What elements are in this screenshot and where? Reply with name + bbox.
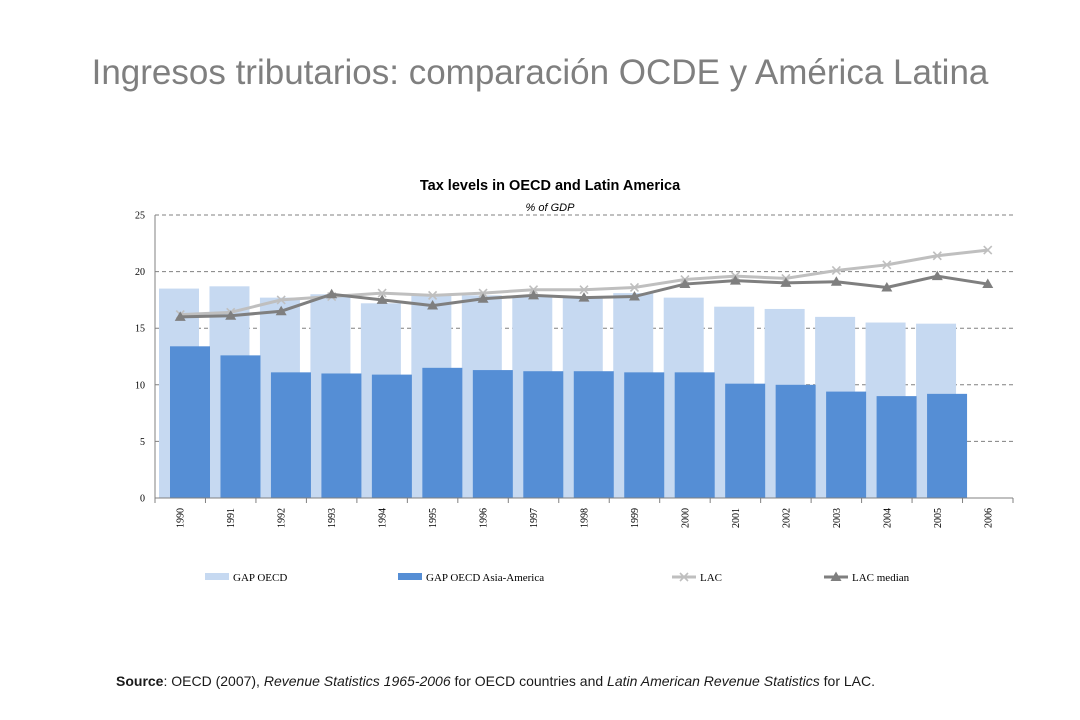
bar-gap-asia-america-1998 — [573, 371, 614, 498]
source-publication-2: Latin American Revenue Statistics — [607, 673, 820, 689]
point-lac-2005 — [932, 251, 942, 261]
bar-gap-asia-america-1992 — [270, 372, 311, 498]
x-tick-label-2005: 2005 — [933, 508, 944, 528]
axes: 0 5 10 15 20 25 1990 1991 1992 1993 1994 1995 1996 19… — [135, 211, 1014, 528]
x-tick-label-1990: 1990 — [176, 508, 187, 528]
bar-gap-asia-america-2005 — [927, 393, 968, 498]
bar-gap-asia-america-1995 — [422, 367, 463, 498]
point-lac-median-1997 — [528, 289, 540, 300]
x-tick-label-1992: 1992 — [277, 508, 288, 528]
point-lac-median-2005 — [931, 270, 943, 281]
bar-gap-asia-america-1991 — [220, 355, 261, 498]
source-label: Source — [116, 673, 164, 689]
x-tick-label-1996: 1996 — [479, 508, 490, 528]
x-tick-label-1997: 1997 — [529, 508, 540, 528]
source-text-1: : OECD (2007), — [163, 673, 264, 689]
point-lac-1994 — [377, 288, 387, 298]
bar-gap-asia-america-1993 — [321, 373, 362, 498]
point-lac-median-1996 — [477, 293, 489, 303]
x-tick-label-1994: 1994 — [378, 508, 389, 528]
x-tick-label-2000: 2000 — [680, 508, 691, 528]
x-tick-label-1999: 1999 — [630, 508, 641, 528]
bar-gap-asia-america-2002 — [775, 384, 816, 498]
point-lac-1992 — [276, 295, 286, 305]
y-tick-label-0: 0 — [140, 494, 145, 505]
point-lac-1995 — [428, 290, 438, 300]
x-tick-label-2001: 2001 — [731, 508, 742, 528]
bar-gap-asia-america-1997 — [523, 371, 564, 498]
y-tick-label-15: 15 — [135, 324, 145, 335]
lines — [174, 245, 994, 321]
legend-label-lac-median: LAC median — [852, 572, 910, 584]
point-lac-median-1991 — [225, 310, 237, 320]
point-lac-median-1990 — [174, 311, 186, 321]
point-lac-1997 — [528, 285, 539, 295]
x-tick-label-1998: 1998 — [580, 508, 591, 528]
x-tick-label-2003: 2003 — [832, 508, 843, 528]
point-lac-median-1992 — [275, 305, 287, 316]
chart-title: Tax levels in OECD and Latin America — [420, 178, 681, 194]
point-lac-2004 — [882, 260, 892, 270]
x-tick-label-1995: 1995 — [428, 508, 439, 528]
point-lac-2006 — [983, 245, 993, 255]
legend-swatch-gap-oecd — [205, 573, 229, 580]
bar-gap-asia-america-2000 — [674, 372, 715, 498]
source-note: Source: OECD (2007), Revenue Statistics … — [116, 673, 875, 689]
bar-gap-asia-america-2001 — [725, 383, 766, 498]
x-tick-label-2006: 2006 — [983, 508, 994, 528]
x-tick-label-2002: 2002 — [781, 508, 792, 528]
point-lac-1996 — [478, 288, 488, 298]
y-tick-label-10: 10 — [135, 380, 145, 391]
bar-gap-asia-america-1996 — [472, 370, 513, 498]
bar-gap-asia-america-1990 — [170, 346, 210, 498]
source-text-3: for LAC. — [819, 673, 875, 689]
legend-label-gap-asia-america: GAP OECD Asia-America — [426, 572, 544, 584]
y-tick-label-5: 5 — [140, 437, 145, 448]
y-tick-label-20: 20 — [135, 267, 145, 278]
point-lac-median-1994 — [376, 294, 388, 304]
x-tick-label-2004: 2004 — [882, 508, 893, 528]
point-lac-median-2004 — [881, 281, 893, 292]
y-tick-label-25: 25 — [135, 211, 145, 222]
bar-gap-asia-america-2003 — [826, 391, 867, 498]
point-lac-median-1999 — [628, 291, 640, 301]
slide-title: Ingresos tributarios: comparación OCDE y… — [91, 53, 989, 92]
point-lac-median-2003 — [830, 276, 842, 286]
point-lac-2003 — [831, 265, 841, 276]
bar-gap-asia-america-1994 — [371, 374, 412, 498]
legend-swatch-lac-median — [824, 571, 848, 581]
point-lac-median-2001 — [729, 275, 741, 285]
legend-swatch-gap-asia-america — [398, 573, 422, 580]
point-lac-median-2002 — [780, 277, 792, 287]
legend-swatch-lac — [672, 572, 696, 582]
point-lac-median-1995 — [427, 300, 439, 310]
x-tick-label-1993: 1993 — [327, 508, 338, 528]
chart-subtitle: % of GDP — [526, 202, 576, 214]
point-lac-1999 — [629, 282, 640, 293]
bar-gap-asia-america-1999 — [624, 372, 665, 498]
bars — [159, 286, 968, 498]
legend-label-gap-oecd: GAP OECD — [233, 572, 287, 584]
point-lac-median-1993 — [326, 288, 338, 299]
x-tick-label-1991: 1991 — [226, 508, 237, 528]
source-publication-1: Revenue Statistics 1965-2006 — [263, 673, 451, 689]
source-text-2: for OECD countries and — [450, 673, 608, 689]
bar-gap-asia-america-2004 — [876, 396, 917, 498]
legend: GAP OECD GAP OECD Asia-America LAC LAC medi… — [205, 571, 910, 584]
point-lac-median-2000 — [679, 278, 691, 289]
point-lac-1998 — [579, 285, 589, 295]
point-lac-median-2006 — [982, 278, 994, 289]
point-lac-median-1998 — [578, 292, 590, 302]
legend-label-lac: LAC — [700, 572, 722, 584]
